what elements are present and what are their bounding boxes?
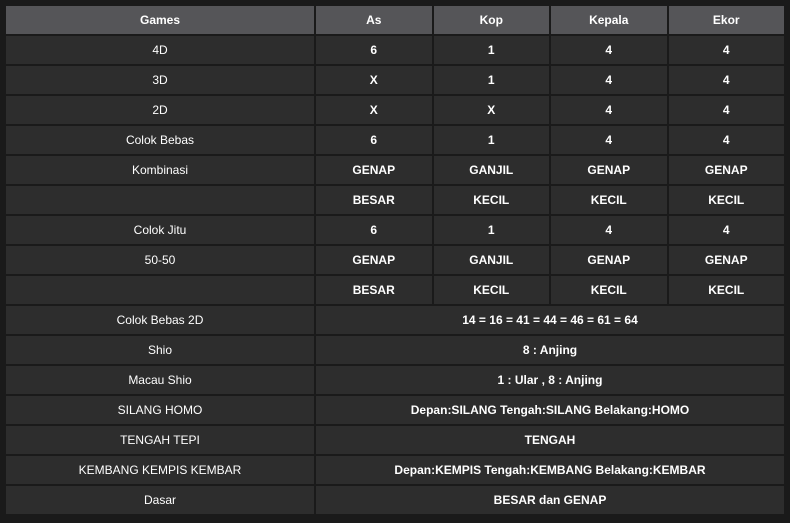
cell-as: GENAP: [316, 156, 432, 184]
table-row: Macau Shio 1 : Ular , 8 : Anjing: [6, 366, 784, 394]
table-row: TENGAH TEPI TENGAH: [6, 426, 784, 454]
row-label: SILANG HOMO: [6, 396, 314, 424]
row-label: Colok Bebas: [6, 126, 314, 154]
cell-as: 6: [316, 126, 432, 154]
row-value: 14 = 16 = 41 = 44 = 46 = 61 = 64: [316, 306, 784, 334]
cell-kop: KECIL: [434, 276, 550, 304]
cell-ekor: 4: [669, 126, 785, 154]
table-row: 50-50 GENAP GANJIL GENAP GENAP: [6, 246, 784, 274]
cell-kepala: 4: [551, 36, 667, 64]
cell-as: 6: [316, 36, 432, 64]
cell-kepala: 4: [551, 96, 667, 124]
row-label: Colok Bebas 2D: [6, 306, 314, 334]
row-label: KEMBANG KEMPIS KEMBAR: [6, 456, 314, 484]
cell-ekor: 4: [669, 66, 785, 94]
table-header-row: Games As Kop Kepala Ekor: [6, 6, 784, 34]
cell-as: GENAP: [316, 246, 432, 274]
cell-kop: X: [434, 96, 550, 124]
cell-as: X: [316, 96, 432, 124]
row-label: Colok Jitu: [6, 216, 314, 244]
table-row: Dasar BESAR dan GENAP: [6, 486, 784, 514]
row-label: 3D: [6, 66, 314, 94]
row-label: Shio: [6, 336, 314, 364]
row-value: TENGAH: [316, 426, 784, 454]
cell-kepala: GENAP: [551, 156, 667, 184]
table-row: 2D X X 4 4: [6, 96, 784, 124]
table-body: 4D 6 1 4 4 3D X 1 4 4 2D X X 4 4 Colok B…: [6, 36, 784, 514]
results-table: Games As Kop Kepala Ekor 4D 6 1 4 4 3D X…: [4, 4, 786, 516]
col-header-ekor: Ekor: [669, 6, 785, 34]
cell-kop: KECIL: [434, 186, 550, 214]
table-row: Colok Bebas 2D 14 = 16 = 41 = 44 = 46 = …: [6, 306, 784, 334]
cell-ekor: 4: [669, 216, 785, 244]
table-row: BESAR KECIL KECIL KECIL: [6, 186, 784, 214]
row-value: 1 : Ular , 8 : Anjing: [316, 366, 784, 394]
cell-kop: GANJIL: [434, 156, 550, 184]
row-label: 2D: [6, 96, 314, 124]
cell-ekor: KECIL: [669, 186, 785, 214]
table-row: 3D X 1 4 4: [6, 66, 784, 94]
cell-as: BESAR: [316, 276, 432, 304]
cell-kepala: 4: [551, 126, 667, 154]
cell-as: X: [316, 66, 432, 94]
row-label: Dasar: [6, 486, 314, 514]
row-label: 50-50: [6, 246, 314, 274]
cell-ekor: GENAP: [669, 156, 785, 184]
row-label: [6, 186, 314, 214]
row-value: BESAR dan GENAP: [316, 486, 784, 514]
cell-ekor: 4: [669, 36, 785, 64]
cell-ekor: KECIL: [669, 276, 785, 304]
table-row: 4D 6 1 4 4: [6, 36, 784, 64]
row-value: Depan:SILANG Tengah:SILANG Belakang:HOMO: [316, 396, 784, 424]
table-row: Shio 8 : Anjing: [6, 336, 784, 364]
table-row: Kombinasi GENAP GANJIL GENAP GENAP: [6, 156, 784, 184]
row-label: Kombinasi: [6, 156, 314, 184]
col-header-kepala: Kepala: [551, 6, 667, 34]
col-header-games: Games: [6, 6, 314, 34]
table-row: Colok Bebas 6 1 4 4: [6, 126, 784, 154]
cell-kop: 1: [434, 66, 550, 94]
row-label: Macau Shio: [6, 366, 314, 394]
cell-ekor: GENAP: [669, 246, 785, 274]
cell-kepala: KECIL: [551, 276, 667, 304]
cell-kepala: GENAP: [551, 246, 667, 274]
col-header-kop: Kop: [434, 6, 550, 34]
table-row: SILANG HOMO Depan:SILANG Tengah:SILANG B…: [6, 396, 784, 424]
cell-kop: 1: [434, 36, 550, 64]
cell-kop: 1: [434, 216, 550, 244]
table-row: Colok Jitu 6 1 4 4: [6, 216, 784, 244]
table-row: KEMBANG KEMPIS KEMBAR Depan:KEMPIS Tenga…: [6, 456, 784, 484]
cell-kepala: 4: [551, 66, 667, 94]
row-value: 8 : Anjing: [316, 336, 784, 364]
col-header-as: As: [316, 6, 432, 34]
row-label: 4D: [6, 36, 314, 64]
table-row: BESAR KECIL KECIL KECIL: [6, 276, 784, 304]
cell-kepala: 4: [551, 216, 667, 244]
cell-ekor: 4: [669, 96, 785, 124]
row-label: [6, 276, 314, 304]
cell-kop: GANJIL: [434, 246, 550, 274]
row-label: TENGAH TEPI: [6, 426, 314, 454]
cell-as: BESAR: [316, 186, 432, 214]
cell-kop: 1: [434, 126, 550, 154]
cell-kepala: KECIL: [551, 186, 667, 214]
row-value: Depan:KEMPIS Tengah:KEMBANG Belakang:KEM…: [316, 456, 784, 484]
cell-as: 6: [316, 216, 432, 244]
